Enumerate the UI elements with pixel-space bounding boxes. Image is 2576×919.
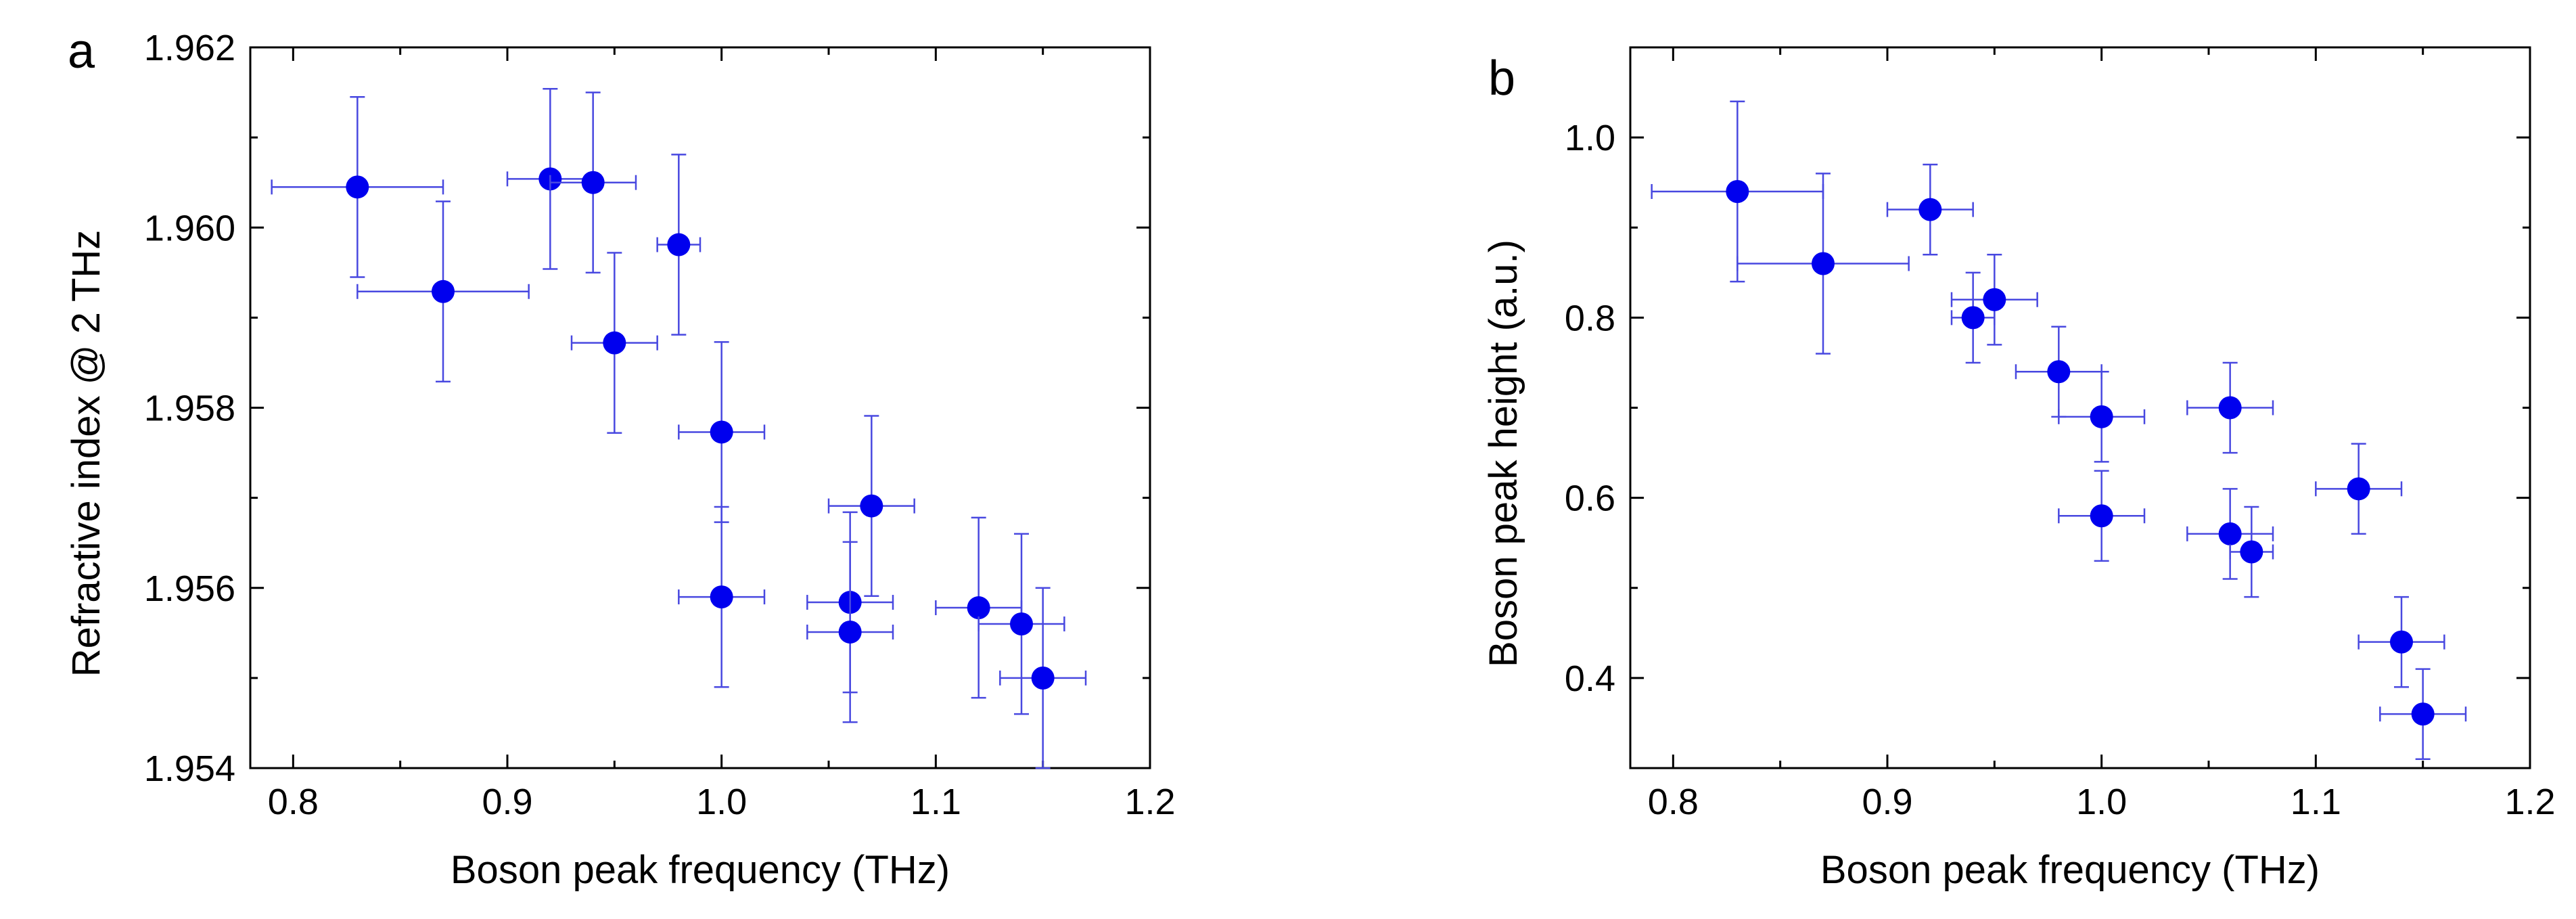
- panel-a-label: a: [68, 24, 95, 79]
- panel-a-data-point: [806, 541, 894, 723]
- panel-a-y-tick-label: 1.960: [144, 208, 235, 248]
- panel-a-x-tick-label: 1.2: [1124, 782, 1175, 822]
- panel-b-y-tick-label: 0.4: [1565, 658, 1615, 699]
- panel-a-marker: [432, 279, 455, 303]
- panel-a-marker: [581, 171, 605, 194]
- panel-a-marker: [667, 233, 691, 256]
- panel-a-marker: [603, 331, 626, 355]
- panel-b-data-point: [2315, 443, 2403, 535]
- panel-b-marker: [2090, 405, 2113, 428]
- panel-a-data-point: [935, 516, 1023, 699]
- panel-a-data-point: [978, 533, 1065, 715]
- panel-a-x-tick-label: 1.0: [696, 782, 747, 822]
- panel-b-marker: [1812, 252, 1835, 275]
- panel-a-y-tick-label: 1.954: [144, 748, 235, 789]
- panel-b-marker: [2047, 360, 2071, 384]
- panel-a-data-point: [356, 200, 530, 383]
- panel-b-data-point: [2015, 326, 2102, 418]
- panel-b-data-point: [2358, 596, 2445, 688]
- panel-b-marker: [2240, 540, 2263, 564]
- panel-a-marker: [346, 175, 369, 199]
- panel-b-data-point: [2058, 470, 2146, 562]
- panel-b-data-point: [2186, 361, 2274, 454]
- panel-b-x-tick-label: 1.1: [2291, 782, 2341, 822]
- panel-a-y-axis-title: Refractive index @ 2 THz: [64, 230, 108, 677]
- panel-b-marker: [2390, 630, 2413, 654]
- panel-b-label: b: [1488, 51, 1515, 106]
- panel-b: b Boson peak frequency (THz) Boson peak …: [1481, 46, 2556, 892]
- panel-a-data-point: [827, 415, 915, 597]
- panel-a-marker: [838, 620, 862, 644]
- panel-a-marker: [710, 420, 733, 444]
- panel-b-marker: [2090, 504, 2113, 528]
- panel-b-marker: [1918, 198, 1942, 221]
- panel-b-y-tick-label: 0.6: [1565, 478, 1615, 519]
- panel-a-marker: [1010, 612, 1033, 635]
- panel-a-data-point: [549, 91, 637, 274]
- panel-b-data-point: [1886, 163, 1974, 256]
- panel-b-data-point: [2229, 506, 2274, 598]
- panel-b-x-axis-title: Boson peak frequency (THz): [1820, 848, 2320, 892]
- panel-a-x-tick-label: 0.9: [482, 782, 532, 822]
- panel-a-x-axis-title: Boson peak frequency (THz): [451, 848, 950, 892]
- panel-a: a Boson peak frequency (THz) Refractive …: [64, 24, 1176, 892]
- panel-b-data-point: [1736, 173, 1910, 355]
- panel-b-plot-area: 0.8 0.9 1.0 1.1 1.2 0.4 0.6 0.8 1.0: [1565, 46, 2556, 822]
- panel-b-x-tick-label: 1.0: [2076, 782, 2127, 822]
- panel-b-y-tick-label: 0.8: [1565, 298, 1615, 338]
- panel-a-y-tick-label: 1.962: [144, 28, 235, 68]
- panel-b-y-axis-title: Boson peak height (a.u.): [1481, 240, 1525, 667]
- panel-a-marker: [967, 596, 990, 620]
- panel-b-data-point: [2058, 371, 2146, 463]
- panel-a-x-tick-label: 1.1: [911, 782, 961, 822]
- panel-b-data-point: [1651, 100, 1824, 283]
- panel-a-data-point: [271, 95, 444, 278]
- panel-a-data-point: [999, 587, 1087, 769]
- panel-b-y-tick-label: 1.0: [1565, 118, 1615, 158]
- panel-a-data-point: [570, 252, 658, 434]
- panel-b-marker: [2411, 702, 2435, 726]
- panel-b-marker: [2218, 396, 2242, 420]
- panel-a-marker: [1031, 666, 1055, 690]
- panel-b-frame: [1629, 46, 2531, 769]
- panel-a-data-point: [656, 154, 702, 336]
- panel-b-data-point: [2379, 668, 2467, 760]
- panel-b-marker: [1961, 306, 1985, 330]
- panel-b-data-point: [1950, 271, 1996, 364]
- panel-a-y-tick-label: 1.956: [144, 568, 235, 609]
- panel-a-marker: [860, 494, 883, 518]
- panel-b-x-tick-label: 0.9: [1862, 782, 1912, 822]
- panel-b-marker: [1726, 180, 1749, 203]
- panel-a-data-point: [678, 506, 766, 688]
- panel-a-y-tick-label: 1.958: [144, 388, 235, 429]
- panel-b-x-tick-label: 1.2: [2504, 782, 2555, 822]
- panel-b-data-point: [1950, 253, 2038, 346]
- panel-a-frame: [249, 46, 1151, 769]
- panel-b-marker: [2347, 477, 2370, 501]
- panel-b-marker: [2218, 522, 2242, 545]
- panel-b-data-point: [2186, 488, 2274, 580]
- panel-b-marker: [1983, 288, 2006, 311]
- panel-a-data-point: [678, 341, 766, 523]
- panel-b-x-tick-label: 0.8: [1648, 782, 1699, 822]
- panel-a-marker: [710, 585, 733, 609]
- panel-a-x-tick-label: 0.8: [268, 782, 319, 822]
- panel-a-plot-area: 0.8 0.9 1.0 1.1 1.2 1.954 1.956 1.958 1.960 1.962: [144, 28, 1176, 822]
